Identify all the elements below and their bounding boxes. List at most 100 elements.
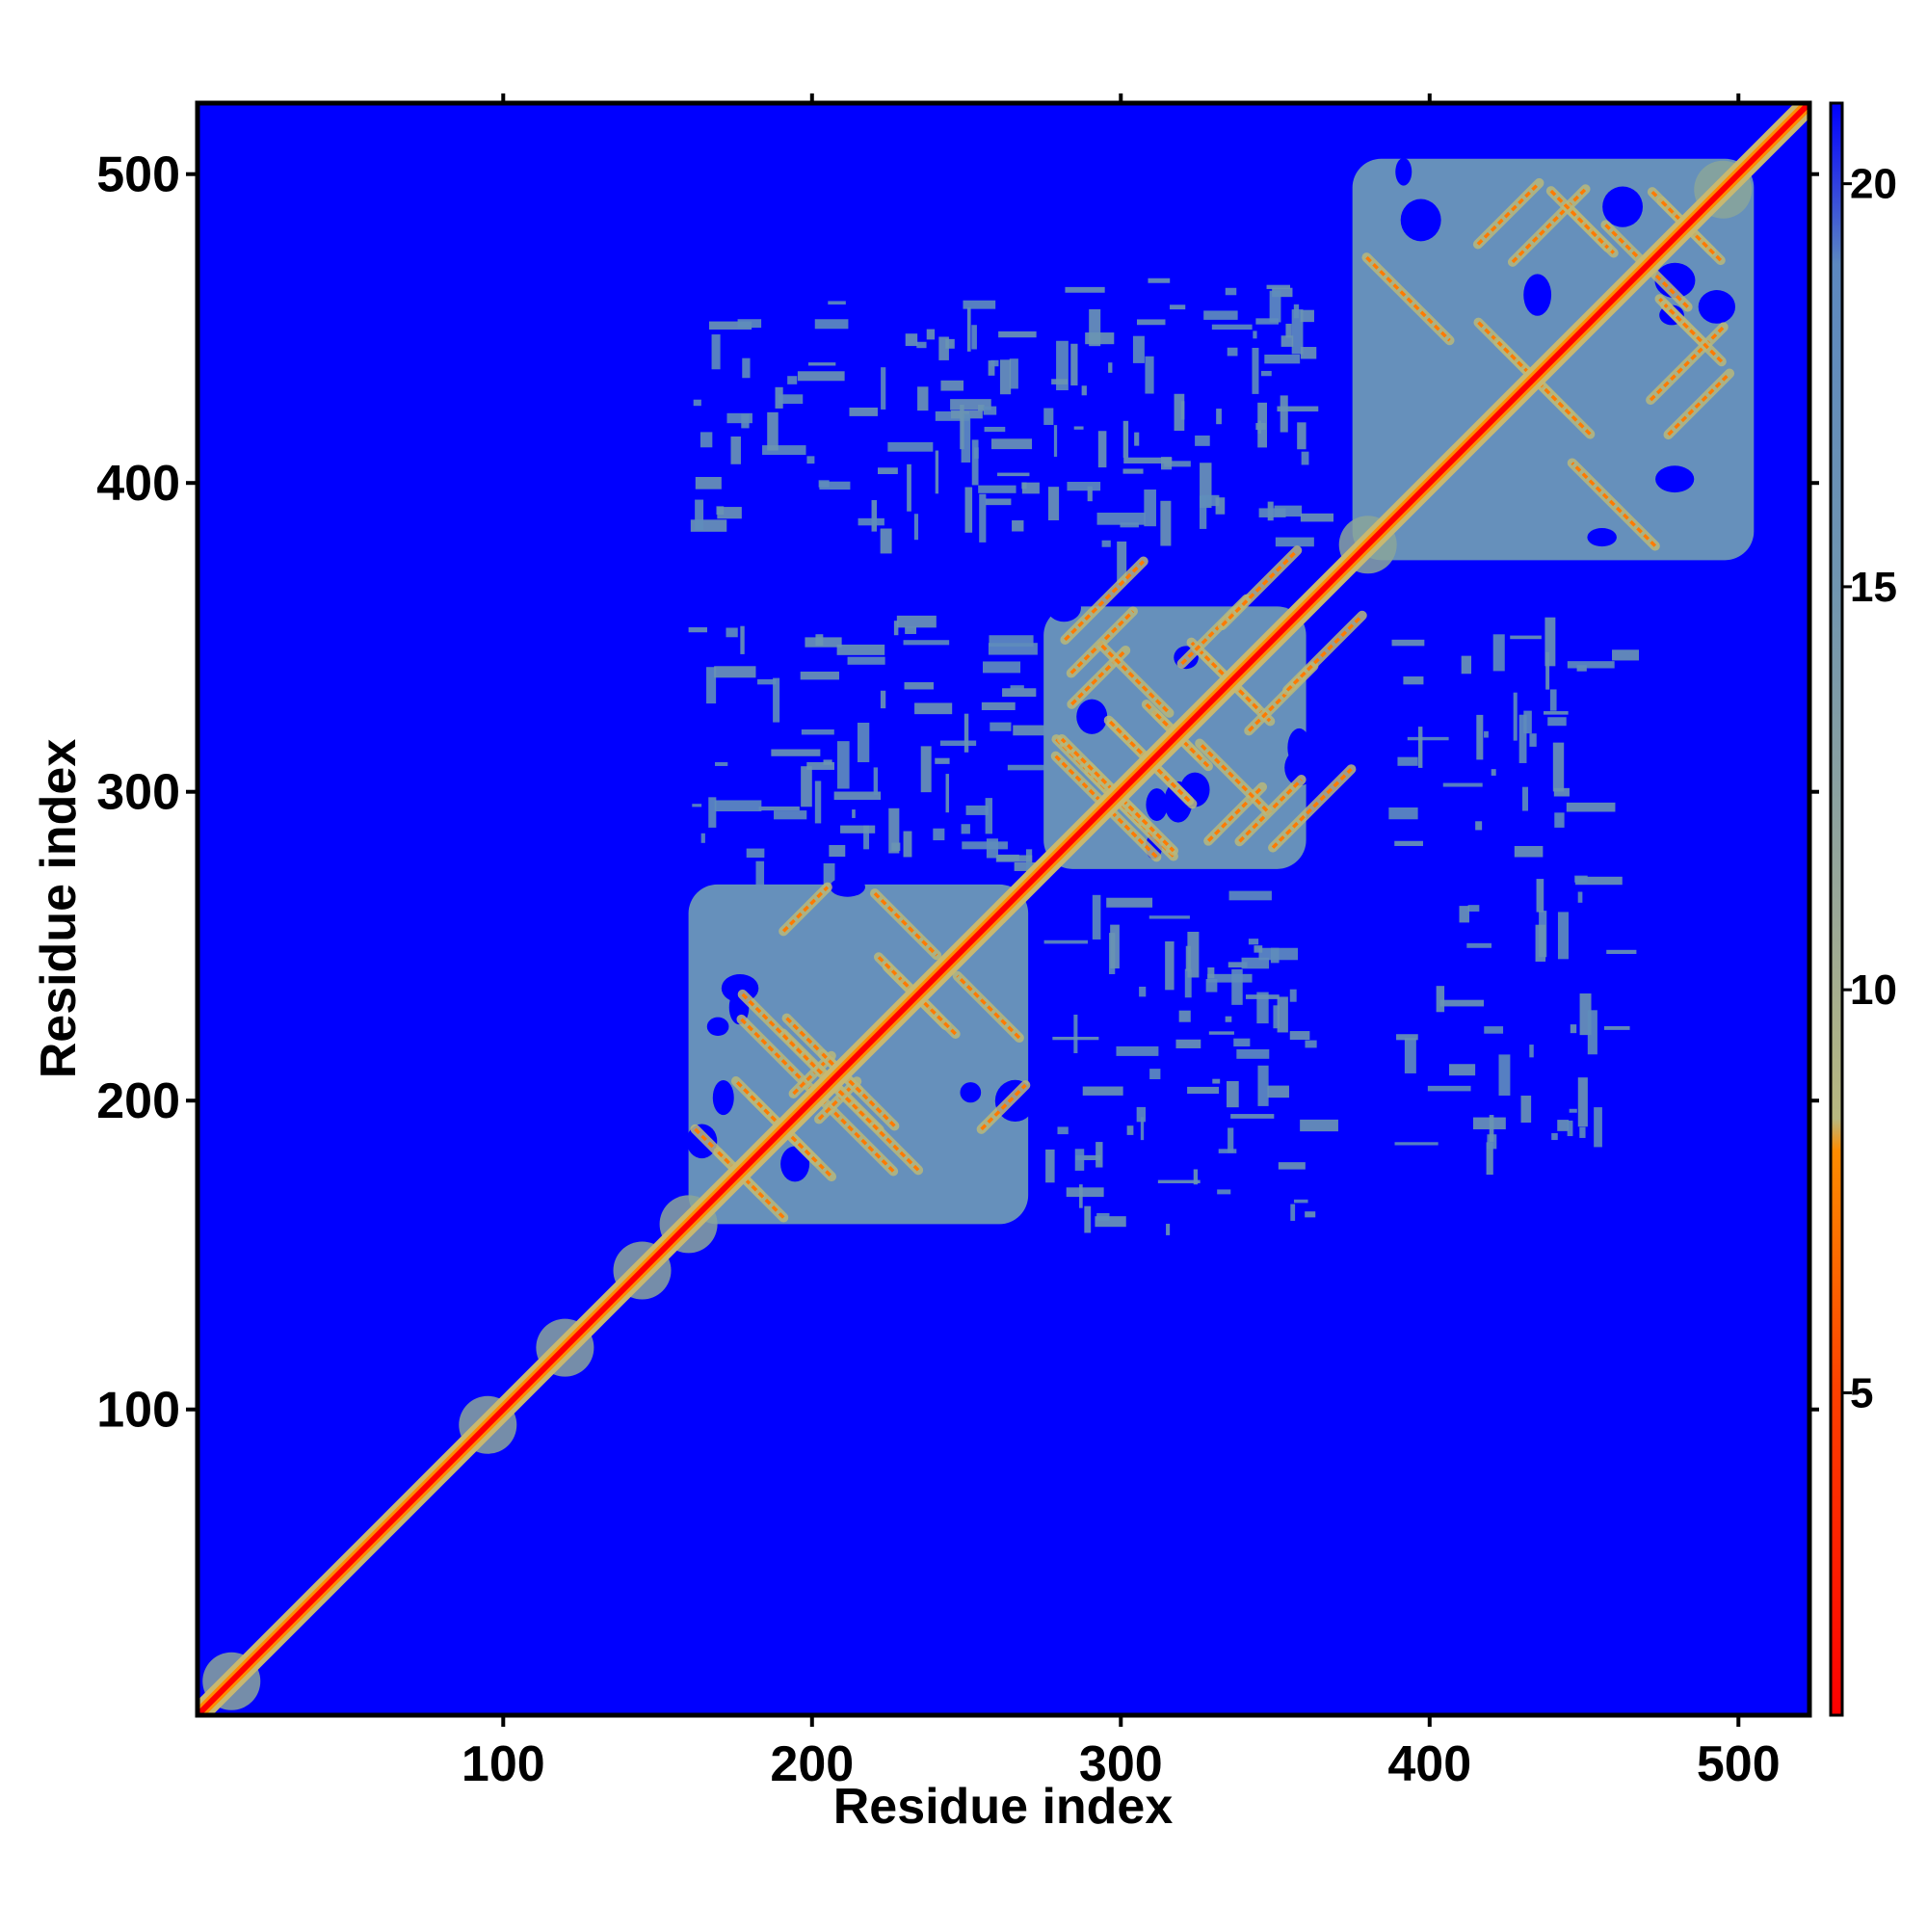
contact-cell <box>1096 513 1146 525</box>
colorbar <box>1829 101 1844 1717</box>
contact-cell <box>1272 287 1293 298</box>
secondary-structure-contact-core <box>1604 224 1643 262</box>
contact-cell <box>1212 1078 1221 1084</box>
contact-cell <box>758 806 800 811</box>
contact-cell <box>1139 986 1147 997</box>
contact-cell <box>1096 1212 1110 1222</box>
contact-cell <box>1257 402 1267 448</box>
contact-cell <box>1554 812 1565 828</box>
contact-cell <box>1553 787 1570 797</box>
contact-cell <box>1217 1189 1231 1195</box>
contact-cell <box>1148 278 1171 283</box>
contact-cell <box>1289 1031 1310 1041</box>
contact-cell <box>1549 689 1557 711</box>
diagonal-band-core <box>198 103 1809 1715</box>
contact-cell <box>1134 432 1140 446</box>
x-axis-label: Residue index <box>833 1779 1174 1835</box>
contact-cell <box>939 740 977 747</box>
contact-cell <box>852 809 856 818</box>
contact-cell <box>1256 992 1269 1024</box>
inter-domain-contact-block <box>1043 278 1334 583</box>
contact-cell <box>871 500 878 532</box>
contact-cell <box>983 406 997 415</box>
contact-cell <box>708 797 717 828</box>
contact-cell <box>966 307 971 352</box>
contact-cell <box>1228 890 1272 901</box>
contact-cell <box>1216 409 1222 425</box>
no-contact-gap <box>1400 198 1441 242</box>
contact-cell <box>858 517 884 526</box>
contact-cell <box>806 456 815 464</box>
contact-cell <box>1475 821 1483 831</box>
contact-cell <box>1476 714 1484 760</box>
contact-cell <box>1403 676 1424 685</box>
contact-cell <box>1157 1179 1201 1184</box>
plot-frame <box>195 100 1812 1718</box>
contact-cell <box>990 438 1033 450</box>
contact-cell <box>1275 537 1314 547</box>
inter-domain-contact-block <box>1043 890 1338 1235</box>
y-tick-label: 200 <box>96 1073 180 1129</box>
secondary-structure-contact-core <box>1476 181 1541 246</box>
contact-cell <box>1417 727 1423 768</box>
contact-cell <box>726 627 738 638</box>
contact-cell <box>1070 343 1078 386</box>
contact-cell <box>1293 1199 1308 1204</box>
contact-cell <box>1057 1126 1069 1135</box>
contact-cell <box>819 481 851 490</box>
x-tick-label: 500 <box>1697 1736 1781 1792</box>
contact-cell <box>988 360 995 376</box>
secondary-structure-contact-core <box>740 1018 812 1091</box>
inter-domain-contact-block <box>690 300 1040 554</box>
contact-cell <box>1230 1114 1275 1119</box>
contact-cell <box>805 637 842 648</box>
contact-cell <box>1557 912 1569 960</box>
contact-cell <box>823 862 835 900</box>
contact-cell <box>985 798 992 834</box>
contact-cell <box>1052 1036 1099 1041</box>
contact-cell <box>1388 807 1418 820</box>
contact-cell <box>903 831 912 858</box>
contact-cell <box>1577 891 1583 903</box>
contact-cell <box>742 357 751 379</box>
contact-cell <box>945 774 949 813</box>
contact-cell <box>1095 1142 1103 1168</box>
contact-cell <box>1277 406 1319 412</box>
contact-cell <box>801 766 812 807</box>
contact-cell <box>1056 340 1069 391</box>
contact-cell <box>1184 968 1192 998</box>
contact-cell <box>1285 323 1292 338</box>
contact-cell <box>1051 379 1069 384</box>
contact-cell <box>1252 347 1259 394</box>
contact-cell <box>1520 1096 1532 1124</box>
contact-cell <box>1577 1077 1588 1127</box>
contact-cell <box>893 621 899 636</box>
contact-cell <box>903 640 950 646</box>
x-tick-label: 100 <box>462 1736 545 1792</box>
contact-cell <box>1567 661 1615 669</box>
secondary-structure-contact-core <box>956 974 1021 1040</box>
contact-cell <box>979 493 987 543</box>
contact-cell <box>1587 1010 1597 1055</box>
contact-cell <box>730 436 741 464</box>
inter-domain-contact-block <box>688 615 1054 900</box>
contact-cell <box>1187 931 1200 978</box>
contact-cell <box>1199 495 1207 529</box>
contact-cell <box>880 528 892 554</box>
contact-cell <box>1043 940 1089 944</box>
contact-cell <box>961 824 970 834</box>
contact-cell <box>1536 879 1544 913</box>
contact-cell <box>1266 284 1290 289</box>
contact-cell <box>1178 1010 1191 1022</box>
contact-cell <box>999 359 1012 395</box>
colorbar-ticks: 5 10 15 20 <box>1842 161 1897 1416</box>
contact-cell <box>1123 457 1173 464</box>
contact-cell <box>1053 425 1058 458</box>
secondary-structure-contact-core <box>1571 462 1657 547</box>
contact-cell <box>973 447 979 459</box>
contact-cell <box>1280 335 1294 347</box>
contact-cell <box>837 741 850 789</box>
contact-cell <box>1427 1085 1471 1092</box>
contact-cell <box>964 713 969 753</box>
contact-cell <box>814 781 822 824</box>
